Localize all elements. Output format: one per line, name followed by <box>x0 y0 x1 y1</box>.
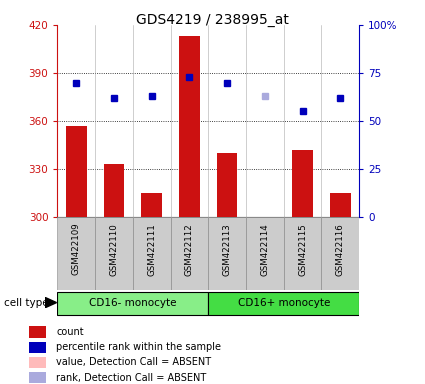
Text: count: count <box>56 327 84 337</box>
FancyBboxPatch shape <box>57 292 208 316</box>
Text: GSM422113: GSM422113 <box>223 223 232 276</box>
Text: value, Detection Call = ABSENT: value, Detection Call = ABSENT <box>56 358 211 367</box>
Text: GSM422114: GSM422114 <box>261 223 269 276</box>
FancyBboxPatch shape <box>321 217 359 290</box>
Bar <box>29 326 46 338</box>
Text: GSM422115: GSM422115 <box>298 223 307 276</box>
Bar <box>29 372 46 383</box>
Text: GSM422109: GSM422109 <box>72 223 81 275</box>
Text: GDS4219 / 238995_at: GDS4219 / 238995_at <box>136 13 289 27</box>
Bar <box>29 341 46 353</box>
Text: GSM422116: GSM422116 <box>336 223 345 276</box>
FancyBboxPatch shape <box>208 217 246 290</box>
Text: cell type: cell type <box>4 298 49 308</box>
FancyBboxPatch shape <box>246 217 284 290</box>
Text: GSM422111: GSM422111 <box>147 223 156 276</box>
FancyBboxPatch shape <box>170 217 208 290</box>
Bar <box>179 36 200 217</box>
Bar <box>292 150 313 217</box>
Bar <box>141 193 162 217</box>
FancyBboxPatch shape <box>57 217 95 290</box>
Bar <box>66 126 87 217</box>
Bar <box>217 153 238 217</box>
FancyBboxPatch shape <box>95 217 133 290</box>
Polygon shape <box>45 297 57 308</box>
FancyBboxPatch shape <box>133 217 170 290</box>
Bar <box>29 357 46 368</box>
Text: GSM422112: GSM422112 <box>185 223 194 276</box>
FancyBboxPatch shape <box>284 217 321 290</box>
FancyBboxPatch shape <box>208 292 359 316</box>
Text: GSM422110: GSM422110 <box>110 223 119 276</box>
Text: CD16- monocyte: CD16- monocyte <box>89 298 176 308</box>
Text: CD16+ monocyte: CD16+ monocyte <box>238 298 330 308</box>
Bar <box>330 193 351 217</box>
Bar <box>104 164 125 217</box>
Text: percentile rank within the sample: percentile rank within the sample <box>56 342 221 352</box>
Text: rank, Detection Call = ABSENT: rank, Detection Call = ABSENT <box>56 372 207 383</box>
